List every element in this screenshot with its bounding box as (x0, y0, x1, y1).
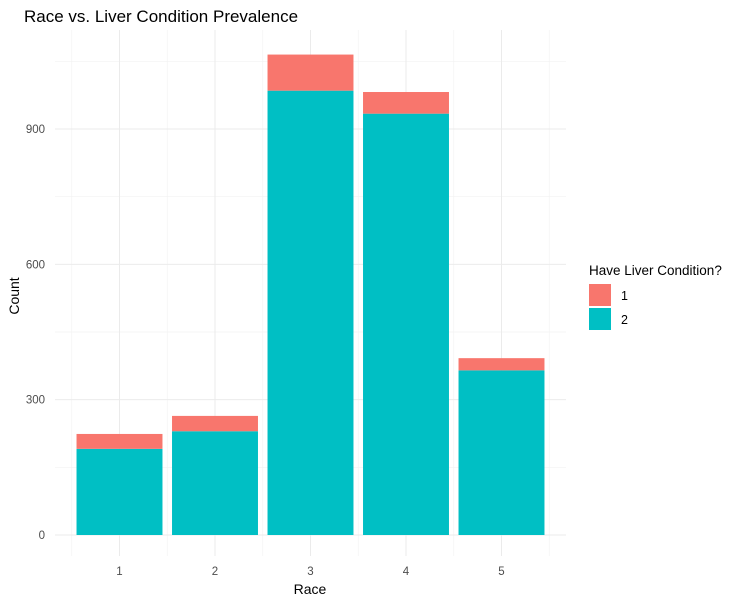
bar-race-1-condition-1 (76, 433, 163, 449)
bar-race-3-condition-2 (267, 90, 354, 536)
x-tick-labels: 1 2 3 4 5 (116, 566, 504, 578)
chart-title: Race vs. Liver Condition Prevalence (24, 7, 298, 26)
legend-entries: 12 (589, 284, 628, 330)
bar-race-4-condition-2 (363, 113, 449, 535)
x-tick-label: 2 (212, 566, 218, 578)
bar-race-3-condition-1 (267, 54, 354, 91)
x-tick-label: 4 (403, 566, 410, 578)
y-tick-label: 0 (39, 530, 45, 542)
x-tick-label: 3 (307, 566, 313, 578)
legend-label-2: 2 (621, 313, 628, 327)
legend-title: Have Liver Condition? (589, 263, 722, 278)
y-tick-labels: 0 300 600 900 (26, 124, 45, 542)
x-axis-title: Race (294, 581, 327, 597)
bar-race-2-condition-2 (172, 431, 258, 535)
y-tick-label: 600 (26, 259, 45, 271)
x-tick-label: 5 (498, 566, 504, 578)
y-tick-label: 900 (26, 124, 45, 136)
bars-layer (76, 54, 545, 536)
bar-race-5-condition-2 (458, 370, 545, 535)
y-axis-title: Count (6, 277, 22, 314)
bar-race-2-condition-1 (172, 415, 258, 432)
legend-swatch-1 (589, 284, 611, 306)
x-tick-label: 1 (116, 566, 122, 578)
bar-race-5-condition-1 (458, 358, 545, 371)
legend-swatch-2 (589, 308, 611, 330)
legend: Have Liver Condition? 12 (589, 263, 722, 330)
bar-race-4-condition-1 (363, 92, 449, 114)
y-tick-label: 300 (26, 395, 45, 407)
legend-label-1: 1 (621, 289, 628, 303)
bar-race-1-condition-2 (76, 448, 163, 535)
